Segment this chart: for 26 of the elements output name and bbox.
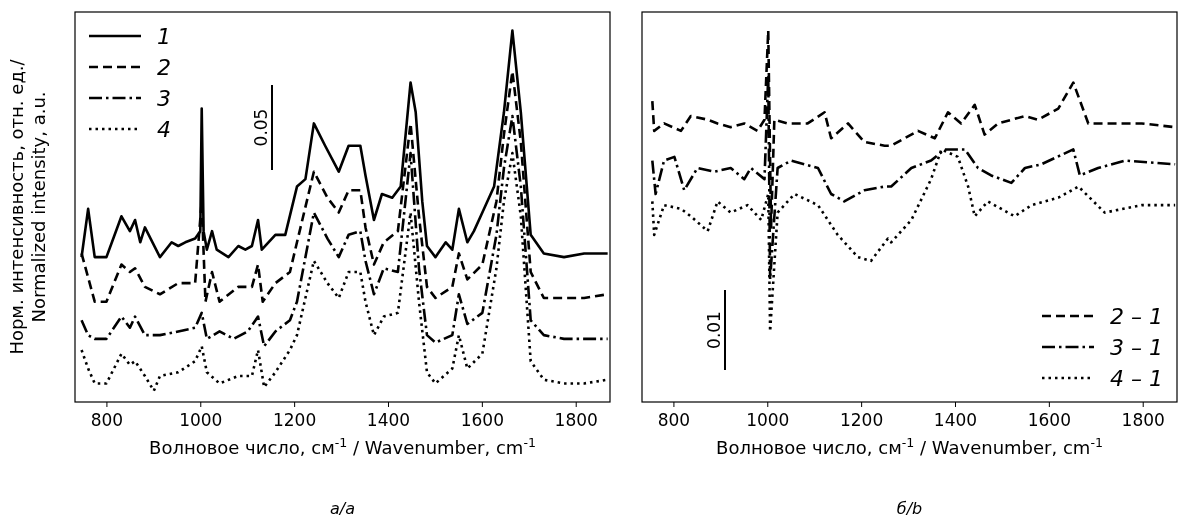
text: б/b [896, 499, 923, 518]
annotation: 0.05 [251, 108, 271, 147]
x-tick-label: 1200 [273, 410, 317, 430]
x-tick-label: 1000 [746, 410, 790, 430]
x-tick-label: 800 [657, 410, 691, 430]
x-tick-label: 1600 [460, 410, 504, 430]
legend-label: 4 – 1 [1110, 366, 1163, 391]
legend-label: 4 [157, 117, 171, 142]
x-tick-label: 1800 [554, 410, 598, 430]
legend-label: 1 [157, 24, 171, 49]
x-tick-label: 1800 [1121, 410, 1165, 430]
x-axis-title: Волновое число, см$^{-1}$ / Wavenumber, cm$^{-1}$ [716, 434, 1103, 458]
text: а/a [330, 499, 355, 518]
x-tick-label: 1600 [1027, 410, 1071, 430]
x-tick-label: 1400 [933, 410, 978, 430]
y-axis-title: Норм. интенсивность, отн. ед./ Normalized intensity, a.u. [6, 58, 49, 355]
x-tick-label: 800 [90, 410, 124, 430]
x-tick-label: 1200 [840, 410, 884, 430]
legend-label: 2 [157, 55, 171, 80]
x-tick-label: 1000 [179, 410, 223, 430]
x-axis-title: Волновое число, см$^{-1}$ / Wavenumber, cm$^{-1}$ [149, 434, 536, 458]
legend-label: 3 – 1 [1110, 335, 1163, 360]
x-tick-label: 1400 [366, 410, 411, 430]
annotation: 0.01 [704, 311, 724, 349]
legend-label: 3 [157, 86, 171, 111]
legend-label: 2 – 1 [1110, 304, 1163, 329]
